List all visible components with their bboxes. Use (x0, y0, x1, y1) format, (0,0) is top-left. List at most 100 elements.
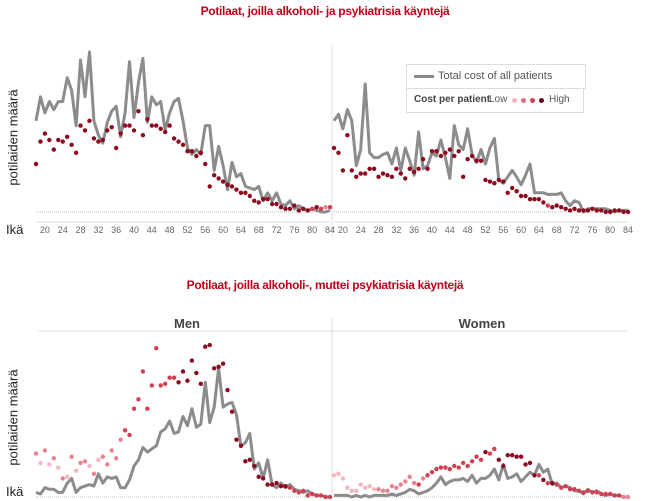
cost-dot (452, 463, 457, 469)
cost-dot (607, 491, 613, 497)
cost-dot (398, 482, 404, 487)
cost-dot (541, 200, 546, 205)
cost-dot (465, 463, 470, 469)
x-tick-label: 60 (218, 225, 228, 235)
cost-dot (354, 488, 359, 493)
cost-dot (501, 179, 506, 184)
cost-dot (180, 369, 186, 374)
legend-dot-mid2 (530, 98, 535, 103)
cost-dot (474, 158, 479, 163)
cost-dot (149, 383, 155, 388)
cost-dot (590, 206, 595, 211)
cost-dot (460, 460, 466, 466)
legend-dot-high (539, 98, 544, 103)
cost-dot (238, 190, 244, 195)
cost-dot (180, 142, 186, 147)
cost-dot (434, 466, 439, 472)
cost-dot (567, 208, 573, 213)
cost-dot (345, 485, 350, 490)
cost-dot (314, 205, 319, 210)
cost-dot (403, 479, 408, 484)
x-tick-label: 32 (391, 225, 401, 235)
cost-dot (394, 166, 399, 171)
cost-dot (411, 169, 417, 175)
cost-dot (78, 123, 83, 128)
x-tick-label: 28 (76, 225, 86, 235)
cost-dot (194, 370, 199, 376)
cost-dot (501, 463, 506, 469)
cost-dot (367, 483, 372, 489)
cost-dot (429, 470, 435, 475)
x-axis-label-top: Ikä (6, 222, 24, 237)
cost-dot (323, 205, 328, 210)
cost-dot (509, 185, 515, 191)
cost-dot (140, 369, 146, 374)
cost-dot (243, 459, 248, 464)
cost-dot (429, 149, 435, 154)
cost-dot (198, 381, 204, 387)
cost-dot (327, 494, 333, 500)
cost-dot (550, 480, 555, 486)
cost-dot (301, 206, 306, 211)
cost-dot (349, 168, 355, 173)
total-cost-line-left (34, 50, 331, 214)
cost-dot (292, 488, 297, 493)
cost-dot (523, 193, 528, 199)
cost-dot (594, 208, 600, 213)
cost-dot (189, 358, 195, 363)
cost-dot (100, 137, 106, 143)
cost-dot (478, 457, 484, 462)
cost-dot (73, 468, 79, 473)
cost-dot (247, 457, 253, 462)
cost-dot (362, 171, 368, 176)
cost-dot (176, 380, 181, 385)
cost-dot (203, 161, 208, 167)
cost-dot (362, 485, 368, 490)
cost-dot (305, 493, 310, 498)
cost-dot (216, 176, 221, 181)
cost-dot (358, 482, 363, 487)
cost-dot (211, 366, 217, 371)
cost-dot (78, 460, 83, 466)
cost-dot (56, 465, 61, 470)
cost-dot (154, 123, 159, 128)
x-tick-label: 36 (111, 225, 121, 235)
cost-dot (536, 473, 542, 478)
cost-dot (496, 177, 502, 183)
cost-dot (354, 174, 359, 179)
cost-dot (536, 197, 542, 202)
cost-dot (594, 490, 600, 495)
cost-dot (425, 473, 430, 478)
cost-dot (340, 476, 346, 481)
cost-dot (238, 443, 244, 449)
cost-dot (483, 177, 488, 183)
cost-dot (625, 209, 631, 215)
cost-dot (51, 456, 57, 461)
facet-header-men: Men (174, 316, 200, 331)
cost-dot (176, 139, 181, 144)
cost-dot (256, 474, 261, 480)
x-tick-label: 44 (147, 225, 157, 235)
cost-dot (269, 482, 275, 487)
cost-dot (113, 456, 119, 461)
cost-dot (567, 487, 573, 492)
cost-dot (487, 179, 493, 184)
cost-dot (478, 158, 484, 163)
legend-dot-mid1 (521, 98, 526, 103)
cost-dot (554, 482, 559, 487)
cost-dot (96, 457, 101, 462)
cost-dot (590, 490, 595, 495)
cost-dot (612, 208, 617, 213)
cost-dot (42, 448, 48, 453)
cost-dot (91, 471, 97, 476)
chart-title-top: Potilaat, joilla alkoholi- ja psykiatris… (200, 4, 450, 18)
x-tick-label: 20 (338, 225, 348, 235)
cost-dot (60, 476, 65, 481)
cost-dot (127, 432, 132, 438)
cost-dot (283, 206, 288, 211)
cost-dot (287, 485, 293, 490)
cost-dot (60, 139, 65, 144)
chart-title-bottom: Potilaat, joilla alkoholi-, muttei psyki… (186, 278, 464, 292)
